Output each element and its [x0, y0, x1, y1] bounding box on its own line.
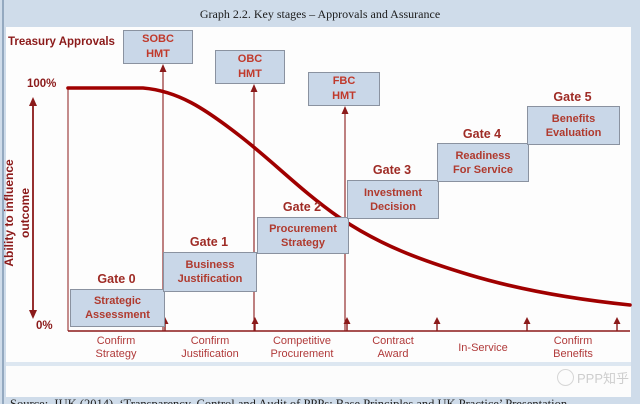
stage-line: Justification: [181, 348, 239, 360]
stage-line: Strategy: [95, 348, 137, 360]
gate-3-box: Investment Decision: [347, 180, 439, 219]
stage-line: Competitive: [272, 335, 332, 347]
gate-1-box: Business Justification: [163, 252, 257, 292]
y-axis-0-label: 0%: [36, 320, 53, 332]
gate-5-label: Gate 5: [553, 90, 592, 104]
hmt-line: HMT: [146, 48, 170, 60]
watermark-logo-icon: [557, 369, 574, 386]
source-citation: Source: IUK (2014), ‘Transparency, Contr…: [10, 367, 628, 404]
obc-hmt-box: OBC HMT: [215, 50, 285, 84]
stage-line: Benefits: [553, 348, 593, 360]
stage-line: Award: [377, 348, 409, 360]
stage-line: In-Service: [458, 341, 508, 354]
stage-in-service: In-Service: [438, 334, 528, 362]
figure-bottom-divider: [6, 362, 631, 366]
gate-2-label: Gate 2: [282, 200, 322, 214]
watermark-text: PPP知乎: [577, 371, 630, 386]
gate-4-box: Readiness For Service: [437, 143, 529, 182]
stage-line: Contract: [372, 335, 414, 347]
gate-2-line1: Procurement: [269, 222, 337, 235]
sobc-hmt-box: SOBC HMT: [123, 30, 193, 64]
gate-2-line2: Strategy: [280, 236, 326, 249]
gate-0-line1: Strategic: [93, 295, 142, 307]
sobc-line: SOBC: [142, 33, 174, 45]
source-background: [6, 366, 631, 397]
stage-line: Confirm: [553, 335, 593, 347]
gate-5-line1: Benefits: [551, 112, 596, 125]
gate-1-label: Gate 1: [189, 235, 229, 249]
hmt-line: HMT: [332, 90, 356, 102]
gate-3-line1: Investment: [363, 186, 423, 199]
gate-4-line2: For Service: [453, 163, 513, 176]
watermark: PPP知乎: [557, 368, 629, 387]
gate-2-box: Procurement Strategy: [257, 217, 349, 254]
fbc-hmt-box: FBC HMT: [308, 72, 380, 106]
stage-confirm-benefits: Confirm Benefits: [528, 334, 618, 362]
stage-confirm-strategy: Confirm Strategy: [68, 334, 164, 362]
gate-0-box: Strategic Assessment: [70, 289, 165, 327]
stage-line: Confirm: [190, 335, 230, 347]
gate-1-line2: Justification: [177, 273, 243, 285]
gate-0-label: Gate 0: [97, 272, 136, 286]
gate-3-label: Gate 3: [372, 163, 412, 177]
gate-4-line1: Readiness: [455, 149, 511, 162]
obc-line: OBC: [237, 53, 263, 65]
stage-confirm-justification: Confirm Justification: [166, 334, 254, 362]
treasury-approvals-label: Treasury Approvals: [8, 36, 115, 48]
gate-1-line1: Business: [185, 259, 235, 271]
figure-title: Graph 2.2. Key stages – Approvals and As…: [199, 7, 441, 21]
gate-4-label: Gate 4: [462, 127, 502, 141]
gate-5-box: Benefits Evaluation: [527, 106, 620, 145]
source-line1: Source: IUK (2014), ‘Transparency, Contr…: [10, 397, 568, 404]
fbc-line: FBC: [332, 75, 356, 87]
hmt-line: HMT: [238, 68, 262, 80]
gate-0-line2: Assessment: [85, 309, 150, 321]
stage-line: Procurement: [270, 348, 334, 360]
y-axis-100-label: 100%: [27, 78, 57, 90]
gate-5-line2: Evaluation: [545, 126, 602, 139]
page-left-border: [2, 0, 4, 404]
stage-line: Confirm: [96, 335, 136, 347]
stage-competitive-procurement: Competitive Procurement: [256, 334, 348, 362]
gate-3-line2: Decision: [370, 200, 416, 213]
y-axis-title: Ability to influence outcome: [1, 128, 35, 298]
y-axis-title-line1: Ability to influence: [2, 159, 16, 267]
stage-contract-award: Contract Award: [348, 334, 438, 362]
y-axis-title-line2: outcome: [18, 188, 32, 239]
